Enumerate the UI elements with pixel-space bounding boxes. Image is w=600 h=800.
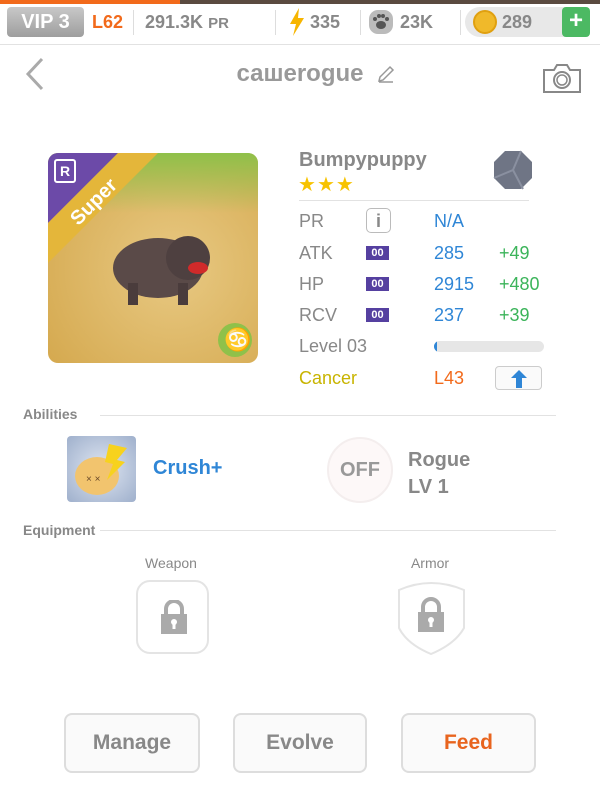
rarity-icon: R (54, 159, 76, 183)
manage-button[interactable]: Manage (64, 713, 200, 773)
level-label: Level 03 (299, 336, 368, 356)
power-unit: PR (208, 15, 229, 32)
energy-count: 335 (310, 12, 341, 32)
stat-badge-rcv: 00 (366, 308, 389, 322)
coin-icon (473, 10, 497, 34)
level-progress-bar (434, 341, 544, 352)
element-gem-icon (493, 150, 532, 190)
stat-label-atk: ATK (299, 243, 333, 263)
divider (0, 44, 600, 45)
paw-count: 23K (400, 12, 434, 32)
feed-button[interactable]: Feed (401, 713, 536, 773)
divider (275, 10, 276, 35)
zodiac-sign: Cancer (299, 368, 358, 388)
add-coins-button[interactable]: + (562, 7, 590, 37)
star-icon: ★ (298, 174, 317, 196)
divider (133, 10, 134, 35)
weapon-slot[interactable] (136, 580, 209, 654)
lightning-icon (290, 8, 304, 36)
cancer-icon: ♋ (224, 327, 252, 352)
lock-icon (161, 600, 187, 634)
pet-name: Bumpypuppy (299, 149, 427, 171)
player-level: L62 (92, 12, 124, 32)
zodiac-level: L43 (434, 368, 465, 388)
stat-value-atk: 285 (434, 243, 465, 263)
star-rating: ★★★ (298, 172, 355, 197)
pet-portrait[interactable]: R Super ♋ (48, 153, 258, 363)
stat-label-hp: HP (299, 274, 325, 294)
stat-value-hp: 2915 (434, 274, 475, 294)
stat-bonus-rcv: +39 (499, 305, 530, 325)
stat-badge-atk: 00 (366, 246, 389, 260)
star-icon: ★ (316, 174, 336, 196)
power-rating: 291.3K PR (145, 10, 229, 36)
pet-image (48, 153, 252, 357)
pencil-icon[interactable] (376, 64, 396, 84)
coin-count: 289 (502, 12, 533, 32)
armor-slot[interactable] (395, 578, 468, 656)
divider (100, 415, 556, 416)
passive-name: Rogue (408, 449, 471, 471)
divider (460, 10, 461, 35)
stat-label-pr: PR (299, 211, 325, 231)
divider (360, 10, 361, 35)
level-progress-fill (434, 341, 438, 352)
stat-bonus-atk: +49 (499, 243, 530, 263)
star-icon: ★ (335, 174, 355, 196)
experience-progress-fill (0, 0, 180, 4)
stat-bonus-hp: +480 (499, 274, 540, 294)
upgrade-button[interactable] (495, 366, 542, 390)
stat-value-pr: N/A (434, 211, 465, 231)
stat-label-rcv: RCV (299, 305, 338, 325)
stat-value-rcv: 237 (434, 305, 465, 325)
paw-icon (369, 10, 393, 34)
experience-progress (0, 0, 600, 4)
passive-info: Rogue LV 1 (408, 447, 470, 501)
passive-toggle[interactable]: OFF (327, 437, 393, 503)
abilities-heading: Abilities (23, 406, 78, 422)
equipment-heading: Equipment (23, 522, 96, 538)
divider (100, 530, 556, 531)
pet-nickname: сашеrogue (236, 60, 364, 87)
passive-level: LV 1 (408, 476, 449, 498)
stat-badge-hp: 00 (366, 277, 389, 291)
evolve-button[interactable]: Evolve (233, 713, 367, 773)
vip-badge[interactable]: VIP 3 (7, 7, 84, 37)
info-button[interactable]: i (366, 208, 391, 233)
lock-icon (418, 597, 444, 632)
chevron-left-icon[interactable] (24, 57, 46, 91)
power-value: 291.3K (145, 12, 204, 32)
weapon-label: Weapon (145, 555, 197, 571)
page-title: сашеrogue (0, 60, 600, 88)
divider (299, 200, 529, 201)
arrow-up-icon (511, 370, 527, 388)
skill-name[interactable]: Crush+ (153, 457, 223, 479)
camera-icon[interactable] (542, 62, 582, 94)
crush-icon: × × (75, 444, 127, 495)
svg-text:× ×: × × (86, 474, 101, 485)
armor-label: Armor (410, 555, 450, 571)
skill-icon[interactable]: × × (67, 436, 136, 502)
